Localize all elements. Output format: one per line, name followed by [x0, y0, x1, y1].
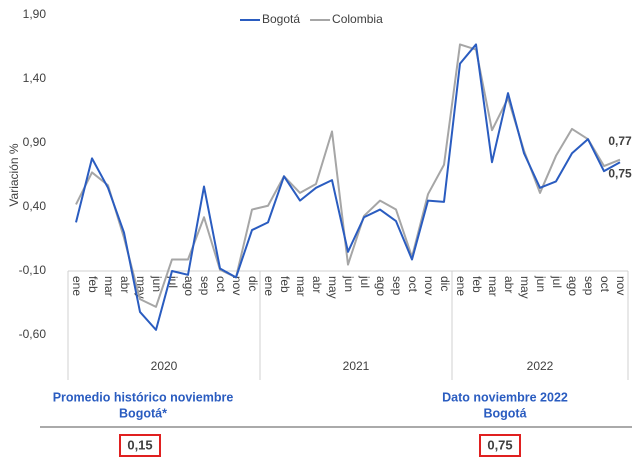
data-label: 0,75: [608, 166, 632, 180]
group-label: 2021: [343, 359, 370, 373]
x-tick-label: ago: [374, 276, 388, 296]
x-tick-label: feb: [278, 276, 292, 293]
x-tick-label: abr: [118, 276, 132, 293]
x-tick-label: jul: [550, 275, 564, 288]
y-tick-label: 1,90: [23, 7, 47, 21]
x-tick-label: dic: [246, 276, 260, 291]
data-label: 0,77: [608, 134, 632, 148]
x-tick-label: may: [326, 276, 340, 299]
legend-label: Bogotá: [262, 12, 300, 26]
value-box: [479, 434, 521, 457]
x-tick-label: jul: [358, 275, 372, 288]
y-tick-label: 0,90: [23, 135, 47, 149]
x-tick-label: jun: [150, 275, 164, 292]
x-tick-label: abr: [310, 276, 324, 293]
x-tick-label: ene: [70, 276, 84, 296]
x-tick-label: abr: [502, 276, 516, 293]
y-tick-label: -0,10: [19, 263, 47, 277]
x-tick-label: ene: [454, 276, 468, 296]
x-tick-label: jun: [342, 275, 356, 292]
x-tick-label: nov: [230, 276, 244, 295]
x-tick-label: oct: [214, 276, 228, 293]
y-tick-label: -0,60: [19, 327, 47, 341]
group-label: 2020: [151, 359, 178, 373]
x-tick-label: feb: [470, 276, 484, 293]
x-tick-label: ago: [566, 276, 580, 296]
x-tick-label: may: [518, 276, 532, 299]
x-tick-label: oct: [406, 276, 420, 293]
y-axis-label: Variación %: [7, 143, 21, 206]
group-label: 2022: [527, 359, 554, 373]
x-tick-label: mar: [102, 276, 116, 297]
footer-title: Bogotá*: [119, 406, 167, 420]
x-tick-label: nov: [422, 276, 436, 295]
x-tick-label: sep: [390, 276, 404, 296]
footer-title: Promedio histórico noviembre: [53, 390, 234, 404]
x-tick-label: feb: [86, 276, 100, 293]
legend-label: Colombia: [332, 12, 383, 26]
series-line: [75, 43, 621, 331]
x-tick-label: mar: [294, 276, 308, 297]
x-tick-label: ago: [182, 276, 196, 296]
x-tick-label: oct: [598, 276, 612, 293]
footer-title: Bogotá: [483, 406, 526, 420]
y-tick-label: 0,40: [23, 199, 47, 213]
x-tick-label: dic: [438, 276, 452, 291]
x-tick-label: may: [134, 276, 148, 299]
footer-value: 0,75: [487, 437, 512, 452]
x-tick-label: jun: [534, 275, 548, 292]
x-tick-label: mar: [486, 276, 500, 297]
x-tick-label: ene: [262, 276, 276, 296]
y-tick-label: 1,40: [23, 71, 47, 85]
x-tick-label: sep: [198, 276, 212, 296]
x-tick-label: nov: [614, 276, 628, 295]
footer-title: Dato noviembre 2022: [442, 390, 568, 404]
x-tick-label: sep: [582, 276, 596, 296]
value-box: [119, 434, 161, 457]
series-line: [75, 43, 621, 308]
footer-value: 0,15: [127, 437, 152, 452]
